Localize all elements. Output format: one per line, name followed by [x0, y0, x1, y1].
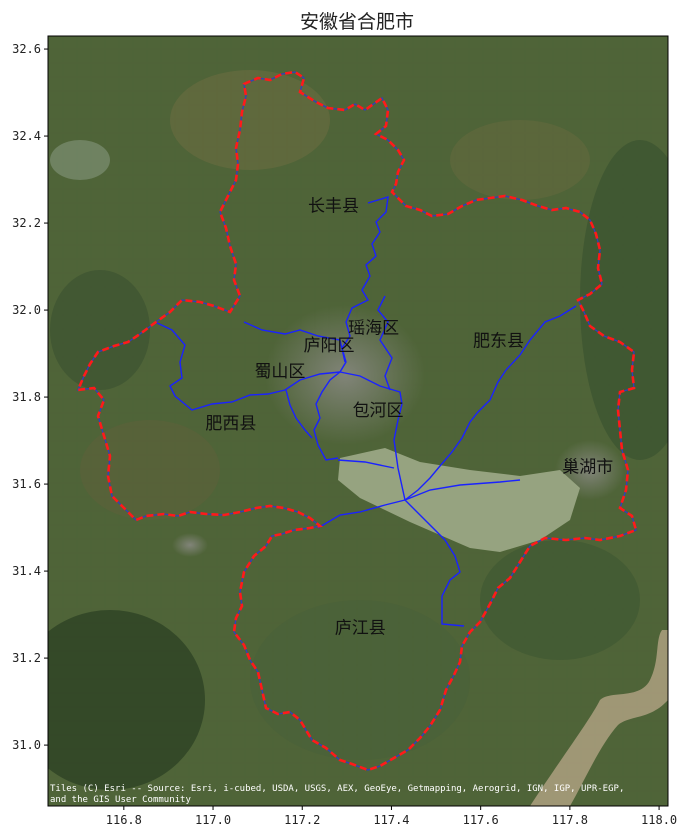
outer-boundary-dashed-line: [75, 70, 638, 772]
y-tick-label: 31.4: [12, 564, 41, 578]
district-boundary-line: [285, 389, 313, 439]
y-tick-label: 32.2: [12, 216, 41, 230]
district-boundary-line: [313, 371, 341, 461]
axes-frame: [47, 35, 669, 807]
river-shape: [530, 630, 668, 806]
satellite-basemap: [48, 36, 668, 806]
district-boundary-line: [404, 499, 465, 627]
district-label: 蜀山区: [254, 362, 305, 382]
y-tick-label: 31.6: [12, 477, 41, 491]
attribution-line-2: and the GIS User Community: [50, 795, 191, 805]
x-tick-label: 118.0: [641, 813, 677, 827]
y-axis: 31.0 31.2 31.4 31.6 31.8 32.0 32.2 32.4 32.6: [12, 42, 48, 752]
district-label: 庐江县: [335, 619, 386, 639]
district-boundary-line: [404, 305, 577, 501]
y-tick-label: 31.8: [12, 390, 41, 404]
district-boundaries: [154, 196, 577, 627]
city-outer-boundary: [75, 70, 638, 772]
district-boundary-line: [317, 499, 406, 529]
y-tick-label: 31.0: [12, 738, 41, 752]
x-tick-label: 117.6: [463, 813, 499, 827]
district-boundary-line: [339, 196, 389, 373]
district-boundary-line: [404, 479, 521, 501]
district-label: 庐阳区: [304, 336, 355, 356]
lake-shape: [338, 448, 580, 552]
district-label: 瑶海区: [348, 318, 399, 338]
y-tick-label: 31.2: [12, 651, 41, 665]
district-boundary-line: [154, 321, 341, 411]
x-tick-label: 117.2: [284, 813, 320, 827]
x-tick-label: 117.4: [373, 813, 409, 827]
district-boundary-line: [377, 295, 393, 391]
district-label: 包河区: [353, 401, 404, 421]
district-label: 肥东县: [473, 332, 524, 352]
district-boundary-line: [243, 321, 346, 363]
x-axis: 116.8 117.0 117.2 117.4 117.6 117.8 118.0: [106, 806, 677, 827]
district-label: 巢湖市: [562, 458, 613, 478]
x-tick-label: 117.0: [195, 813, 231, 827]
y-tick-label: 32.0: [12, 303, 41, 317]
map-title: 安徽省合肥市: [300, 11, 414, 33]
x-tick-label: 116.8: [106, 813, 142, 827]
district-boundary-line: [339, 371, 403, 405]
district-boundary-line: [337, 459, 395, 469]
attribution-line-1: Tiles (C) Esri -- Source: Esri, i-cubed,…: [50, 784, 624, 794]
y-tick-label: 32.6: [12, 42, 41, 56]
district-label: 长丰县: [308, 197, 359, 217]
district-label: 肥西县: [205, 414, 256, 434]
y-tick-label: 32.4: [12, 129, 41, 143]
x-tick-label: 117.8: [552, 813, 588, 827]
district-boundary-line: [393, 403, 406, 501]
